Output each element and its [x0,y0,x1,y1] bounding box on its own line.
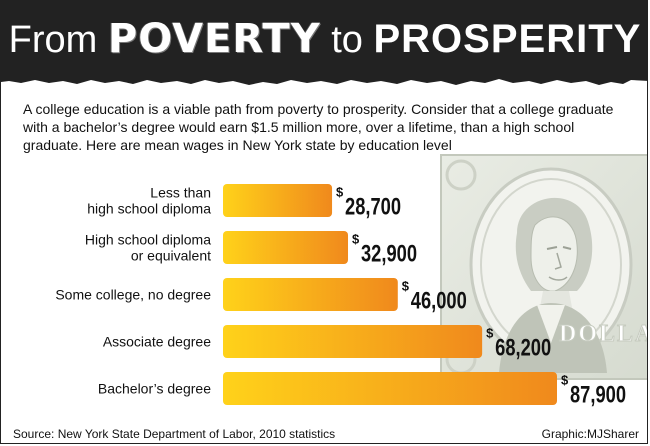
value-currency-1: $ [352,232,360,247]
bar-4 [223,372,557,405]
value-label-4: 87,900 [570,382,626,409]
bar-1 [223,231,349,264]
value-currency-0: $ [336,185,344,200]
value-label-1: 32,900 [361,241,417,268]
graphic-credit: Graphic:MJSharer [541,427,639,441]
value-currency-2: $ [402,279,410,294]
page-title: From POVERTY to PROSPERITY [1,15,647,64]
header-ragged-edge [1,71,647,85]
category-label-3: Associate degree [103,334,211,350]
value-label-0: 28,700 [345,194,401,221]
category-label-4: Bachelor’s degree [98,381,211,397]
bar-0 [223,184,333,217]
title-to: to [320,19,374,61]
bar-2 [223,278,398,311]
dollar-bill-washington-icon: DOLLAR [440,154,648,380]
intro-text: A college education is a viable path fro… [23,101,614,153]
value-label-3: 68,200 [495,335,551,362]
bar-3 [223,325,483,358]
category-label-0: Less than high school diploma [87,185,211,217]
category-label-2: Some college, no degree [55,287,211,303]
title-prosperity: PROSPERITY [373,17,642,61]
bill-watermark-text: DOLLAR [559,321,648,347]
value-currency-4: $ [561,373,569,388]
category-label-1: High school diploma or equivalent [85,232,211,264]
header-banner [1,1,647,79]
title-from: From [8,19,108,61]
title-poverty: POVERTY [107,16,321,62]
value-currency-3: $ [486,326,494,341]
value-label-2: 46,000 [411,288,467,315]
source-note: Source: New York State Department of Lab… [13,427,336,441]
